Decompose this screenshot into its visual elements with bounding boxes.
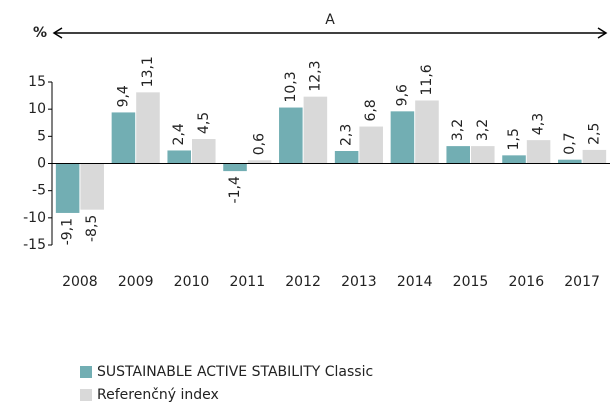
bar: [334, 151, 359, 164]
bar: [390, 111, 415, 164]
x-tick-label: 2013: [341, 274, 377, 290]
bar: [526, 140, 551, 164]
y-tick-label: -15: [23, 237, 46, 253]
value-label: -8,5: [84, 215, 100, 242]
bar: [415, 100, 439, 164]
value-label: 10,3: [283, 71, 299, 102]
x-tick-label: 2010: [174, 274, 210, 290]
arrow-head: [52, 27, 63, 39]
value-label: 1,5: [506, 128, 522, 150]
bar: [247, 160, 272, 164]
bar: [502, 155, 526, 164]
x-tick-label: 2012: [285, 274, 321, 290]
legend-swatch: [80, 389, 92, 401]
bar: [192, 139, 216, 164]
x-tick-label: 2009: [118, 274, 154, 290]
legend-label: SUSTAINABLE ACTIVE STABILITY Classic: [97, 364, 373, 380]
value-label: 9,4: [115, 85, 131, 107]
x-tick-label: 2011: [229, 274, 265, 290]
range-label: A: [325, 12, 335, 28]
bar: [359, 126, 383, 164]
bar: [446, 146, 470, 164]
y-tick-label: -5: [32, 183, 46, 199]
bar: [55, 163, 80, 213]
bar: [279, 107, 303, 164]
x-tick-label: 2015: [453, 274, 489, 290]
value-label: -9,1: [60, 218, 76, 245]
value-label: 0,7: [562, 132, 578, 154]
x-tick-label: 2017: [564, 274, 600, 290]
legend-label: Referenčný index: [97, 387, 219, 403]
x-tick-label: 2008: [62, 274, 98, 290]
bar: [303, 96, 328, 164]
value-label: 13,1: [140, 56, 156, 87]
value-label: 2,5: [586, 123, 602, 145]
value-label: 4,5: [196, 112, 212, 134]
value-label: 0,6: [252, 133, 268, 155]
bar: [136, 92, 160, 164]
bar: [582, 149, 607, 164]
y-tick-label: 15: [28, 74, 46, 90]
value-label: 4,3: [531, 113, 547, 135]
value-label: 3,2: [450, 119, 466, 141]
bar: [111, 112, 136, 164]
bar: [167, 150, 191, 164]
value-label: -1,4: [227, 176, 243, 203]
y-tick-label: 10: [28, 101, 46, 117]
value-label: 2,3: [339, 124, 355, 146]
y-tick-label: -10: [23, 210, 46, 226]
legend-swatch: [80, 366, 92, 378]
value-label: 11,6: [419, 64, 435, 95]
unit-label: %: [33, 25, 47, 41]
bar: [558, 159, 582, 164]
bar: [80, 163, 104, 210]
bar: [471, 146, 495, 164]
x-tick-label: 2016: [508, 274, 544, 290]
y-tick-label: 5: [37, 128, 46, 144]
value-label: 3,2: [475, 119, 491, 141]
value-label: 2,4: [171, 123, 187, 145]
x-tick-label: 2014: [397, 274, 433, 290]
arrow-head: [597, 27, 608, 39]
value-label: 9,6: [394, 84, 410, 106]
value-label: 6,8: [363, 99, 379, 121]
y-tick-label: 0: [37, 156, 46, 172]
bar: [223, 163, 247, 172]
value-label: 12,3: [307, 60, 323, 91]
